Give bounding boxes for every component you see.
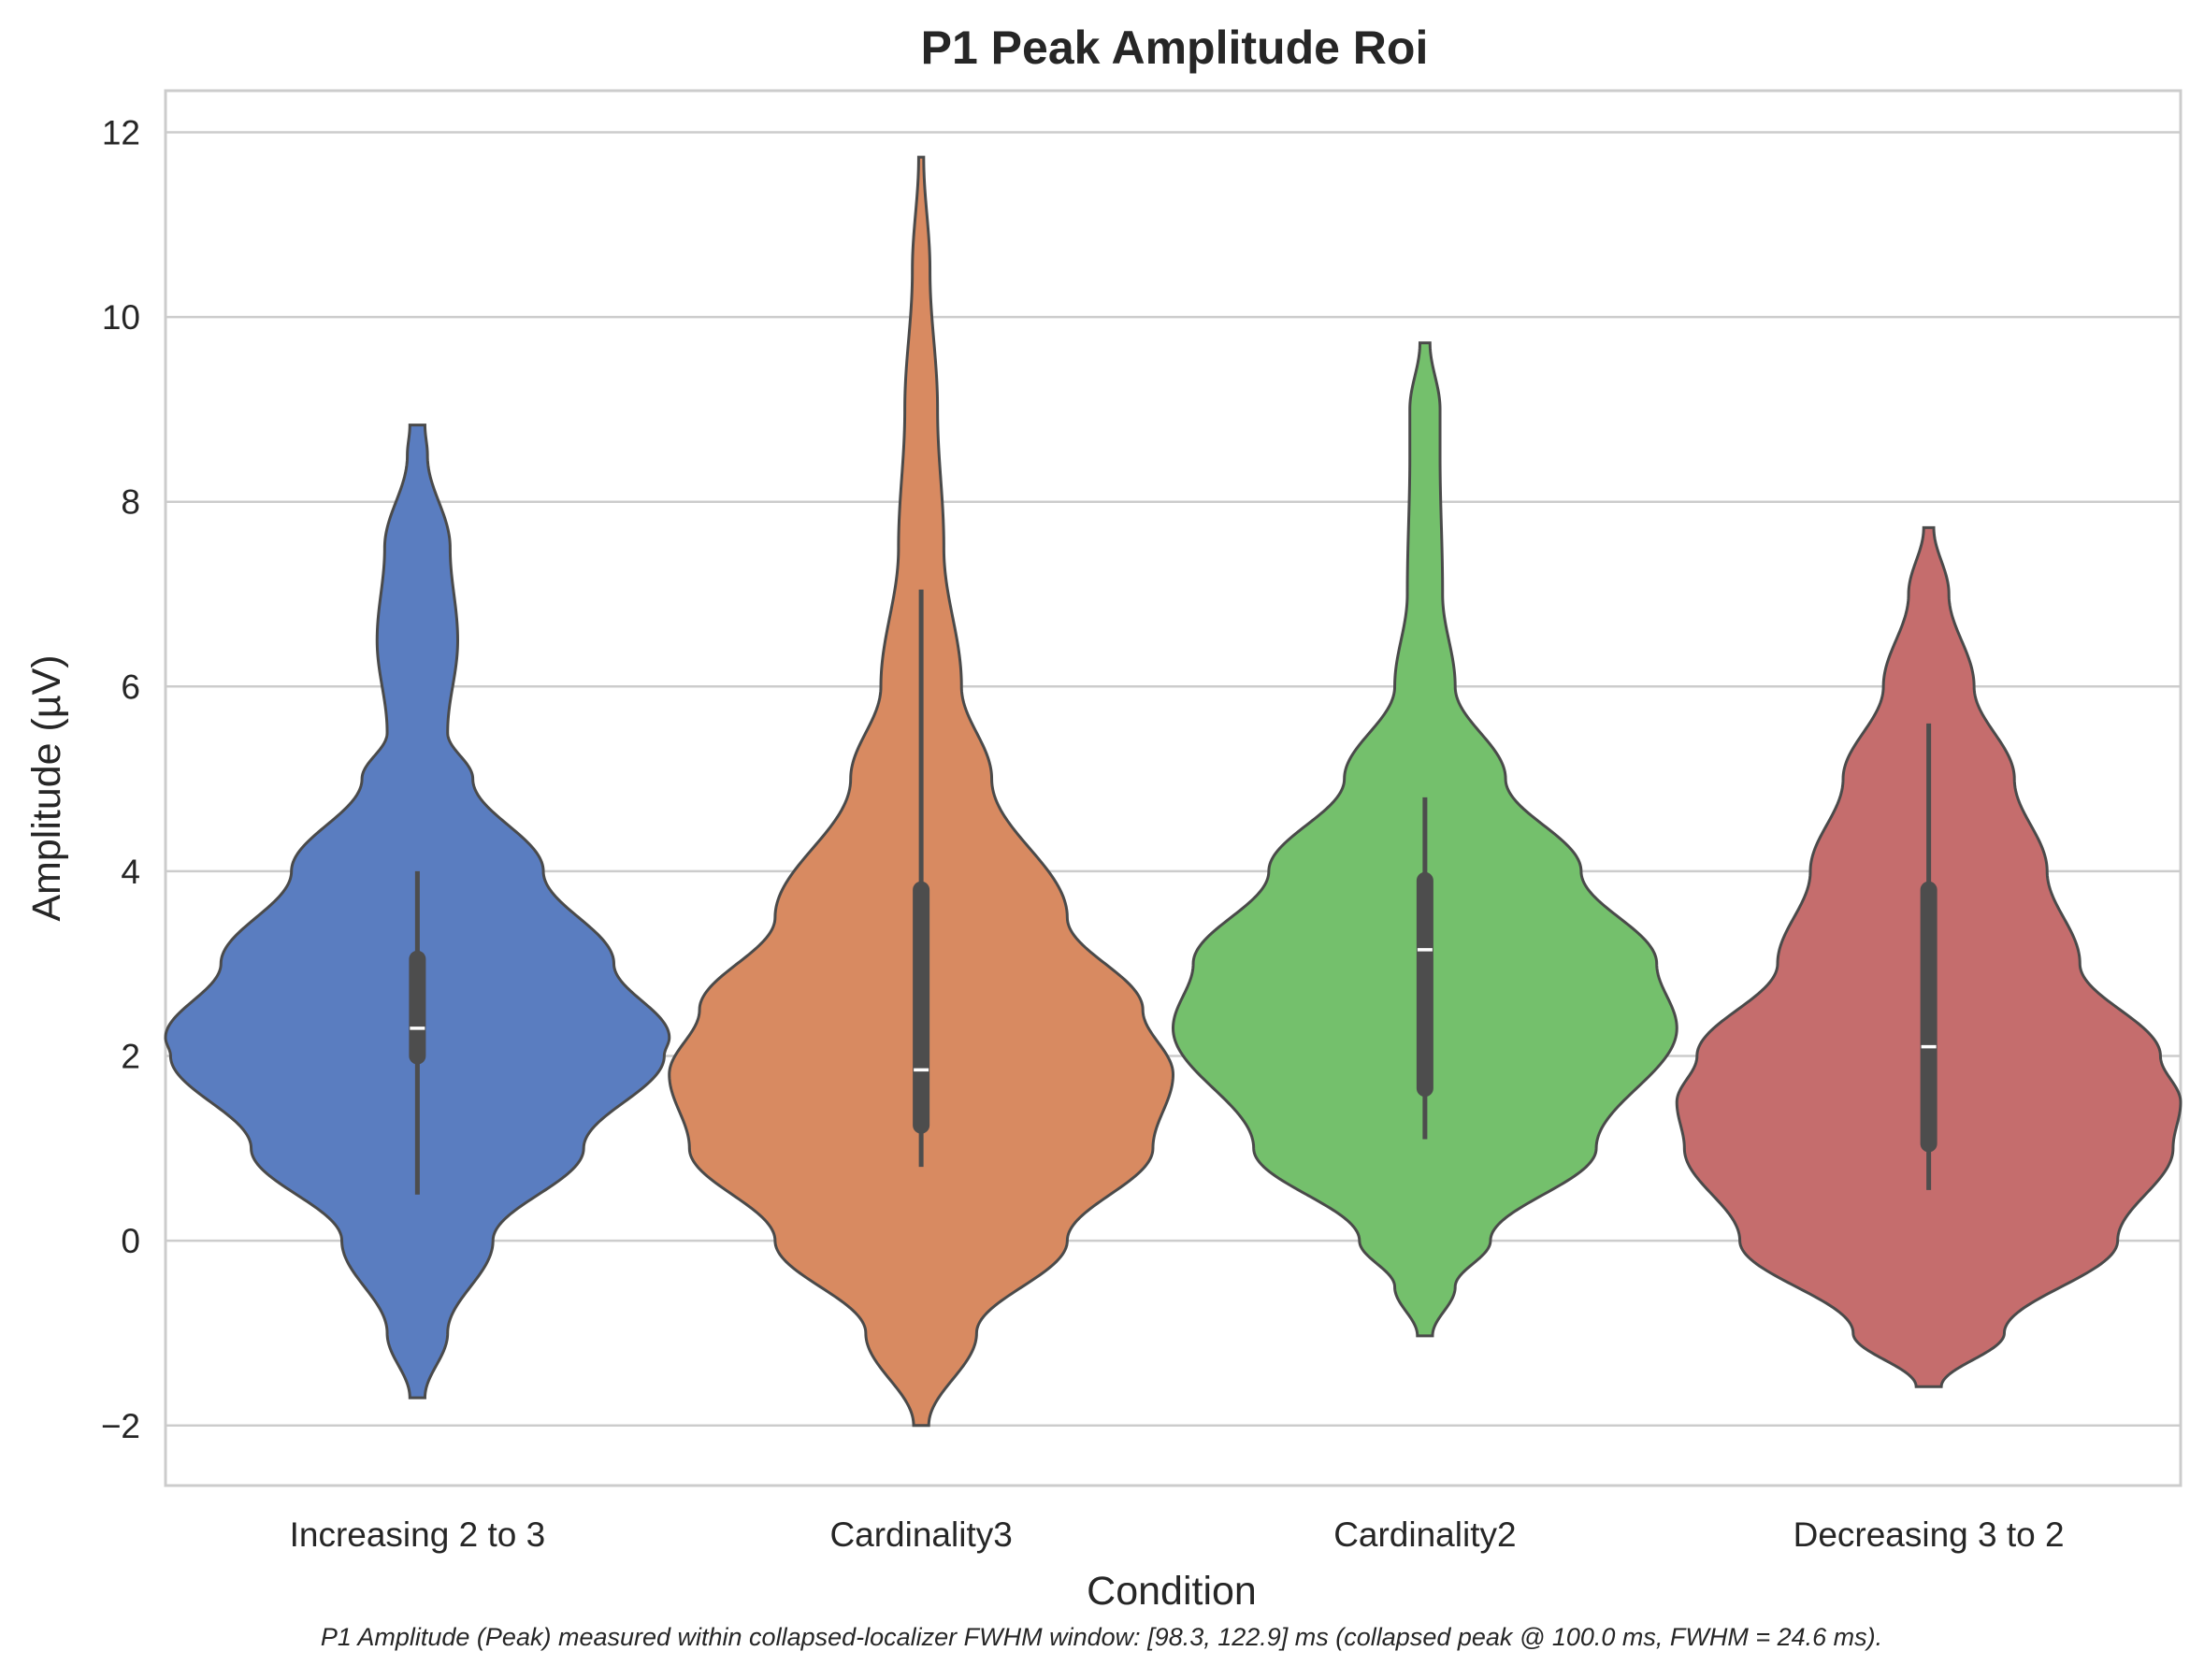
y-tick-label: 6 <box>121 668 140 706</box>
x-axis-label: Condition <box>1087 1569 1257 1614</box>
y-axis-label: Amplitude (µV) <box>24 654 69 921</box>
y-tick-label: 12 <box>102 113 140 151</box>
x-tick-label: Cardinality2 <box>1333 1515 1516 1554</box>
y-tick-label: −2 <box>101 1407 140 1445</box>
plot-area <box>164 89 2182 1487</box>
y-axis-ticks: −2 0 2 4 6 8 10 12 <box>101 113 140 1444</box>
chart-title: P1 Peak Amplitude Roi <box>921 22 1429 74</box>
y-tick-label: 10 <box>102 298 140 337</box>
x-tick-label: Cardinality3 <box>829 1515 1012 1554</box>
footnote: P1 Amplitude (Peak) measured within coll… <box>321 1623 1882 1651</box>
x-tick-label: Decreasing 3 to 2 <box>1793 1515 2065 1554</box>
x-tick-label: Increasing 2 to 3 <box>290 1515 546 1554</box>
x-axis-ticks: Increasing 2 to 3 Cardinality3 Cardinality… <box>290 1515 2065 1554</box>
y-tick-label: 0 <box>121 1222 140 1260</box>
violins <box>164 155 2182 1428</box>
y-tick-label: 2 <box>121 1038 140 1076</box>
y-tick-label: 4 <box>121 853 140 891</box>
y-tick-label: 8 <box>121 483 140 522</box>
